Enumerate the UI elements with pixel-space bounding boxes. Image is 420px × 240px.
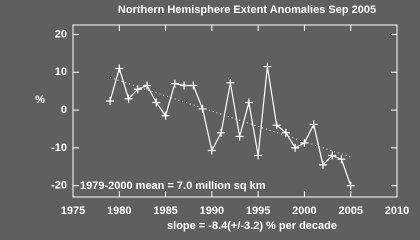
point-marker — [115, 64, 124, 73]
x-tick-label: 1980 — [107, 205, 131, 217]
point-marker — [124, 94, 133, 103]
x-tick-label: 1975 — [61, 205, 85, 217]
point-marker — [180, 81, 189, 90]
point-marker — [254, 151, 263, 160]
point-marker — [263, 62, 272, 71]
point-marker — [318, 160, 327, 169]
y-tick-label: 10 — [55, 66, 67, 78]
point-marker — [198, 104, 207, 113]
point-marker — [217, 128, 226, 137]
point-marker — [133, 85, 142, 94]
slope-annotation: slope = -8.4(+/-3.2) % per decade — [167, 220, 337, 232]
x-tick-label: 2010 — [385, 205, 409, 217]
y-tick-label: -20 — [51, 180, 67, 192]
point-marker — [328, 151, 337, 160]
point-marker — [281, 128, 290, 137]
point-marker — [291, 143, 300, 152]
x-tick-label: 2000 — [292, 205, 316, 217]
point-marker — [189, 81, 198, 90]
point-marker — [106, 96, 115, 105]
y-tick-label: 20 — [55, 28, 67, 40]
y-axis-label: % — [35, 94, 45, 106]
point-marker — [346, 181, 355, 190]
point-marker — [337, 155, 346, 164]
x-tick-label: 1995 — [246, 205, 270, 217]
point-marker — [170, 79, 179, 88]
point-marker — [207, 146, 216, 155]
point-marker — [226, 78, 235, 87]
point-marker — [235, 132, 244, 141]
x-tick-label: 2005 — [338, 205, 362, 217]
point-marker — [309, 120, 318, 129]
y-tick-label: -10 — [51, 142, 67, 154]
x-tick-label: 1985 — [153, 205, 177, 217]
point-marker — [152, 98, 161, 107]
point-marker — [272, 121, 281, 130]
plot-frame — [72, 24, 398, 198]
trend-line — [109, 77, 351, 158]
point-marker — [143, 81, 152, 90]
y-tick-label: 0 — [61, 104, 67, 116]
point-marker — [300, 138, 309, 147]
point-marker — [244, 98, 253, 107]
point-marker — [161, 111, 170, 120]
x-tick-label: 1990 — [200, 205, 224, 217]
mean-annotation: 1979-2000 mean = 7.0 million sq km — [80, 180, 266, 192]
chart-title: Northern Hemisphere Extent Anomalies Sep… — [118, 4, 376, 16]
